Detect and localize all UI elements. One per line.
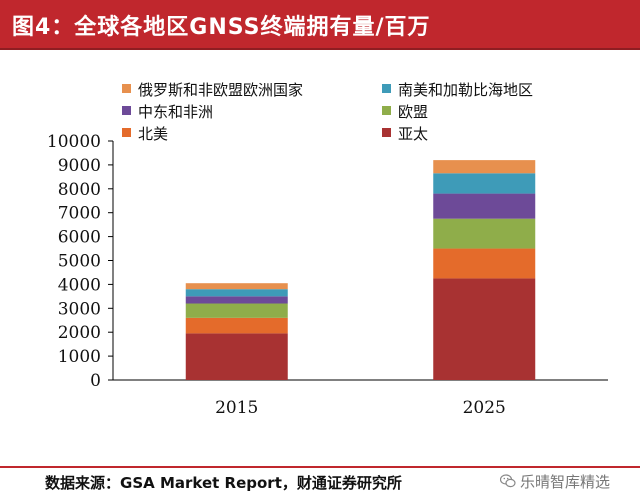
- bar-segment-2025-0: [433, 278, 536, 380]
- footer-divider: [0, 466, 640, 468]
- legend-swatch: [382, 106, 391, 115]
- bar-segment-2025-4: [433, 173, 536, 194]
- y-tick-label-4: 4000: [58, 275, 101, 295]
- legend-swatch: [122, 84, 131, 93]
- legend-label: 北美: [138, 125, 169, 143]
- watermark-text: 乐晴智库精选: [520, 473, 611, 491]
- y-tick-label-8: 8000: [58, 180, 101, 200]
- legend-swatch: [382, 84, 391, 93]
- header-divider: [0, 48, 640, 50]
- data-source: 数据来源：GSA Market Report，财通证券研究所: [45, 474, 402, 492]
- y-tick-label-3: 3000: [58, 299, 101, 319]
- y-tick-label-6: 6000: [58, 228, 101, 248]
- wechat-icon: [500, 474, 516, 488]
- legend-label: 中东和非洲: [138, 103, 214, 121]
- bar-segment-2015-3: [185, 296, 288, 304]
- bar-segment-2015-1: [185, 317, 288, 334]
- legend-label: 南美和加勒比海地区: [398, 81, 534, 99]
- legend-label: 欧盟: [398, 103, 429, 121]
- legend-swatch: [382, 128, 391, 137]
- y-tick-label-1: 1000: [58, 347, 101, 367]
- x-tick-label-0: 2015: [215, 398, 258, 418]
- legend-label: 亚太: [398, 125, 429, 143]
- x-tick-label-1: 2025: [463, 398, 506, 418]
- y-tick-label-10: 10000: [47, 132, 101, 152]
- chart-header: 图4：全球各地区GNSS终端拥有量/百万: [0, 0, 640, 48]
- bar-segment-2015-0: [185, 333, 288, 380]
- bar-segment-2015-2: [185, 303, 288, 318]
- bar-segment-2025-2: [433, 218, 536, 249]
- y-tick-label-0: 0: [90, 371, 101, 391]
- bar-segment-2015-4: [185, 289, 288, 297]
- y-tick-label-5: 5000: [58, 252, 101, 272]
- stacked-bar-chart: 0 1000 2000 3000 4000 5000 6000 7000 8000 9000 100…: [47, 132, 608, 418]
- legend-swatch: [122, 128, 131, 137]
- bar-segment-2025-3: [433, 193, 536, 219]
- legend-swatch: [122, 106, 131, 115]
- bar-segment-2025-5: [433, 160, 536, 174]
- y-tick-label-9: 9000: [58, 156, 101, 176]
- bar-segment-2015-5: [185, 283, 288, 290]
- chart-title: 图4：全球各地区GNSS终端拥有量/百万: [12, 15, 431, 40]
- y-tick-label-7: 7000: [58, 204, 101, 224]
- bar-segment-2025-1: [433, 248, 536, 279]
- legend-label: 俄罗斯和非欧盟欧洲国家: [138, 81, 304, 99]
- y-tick-label-2: 2000: [58, 323, 101, 343]
